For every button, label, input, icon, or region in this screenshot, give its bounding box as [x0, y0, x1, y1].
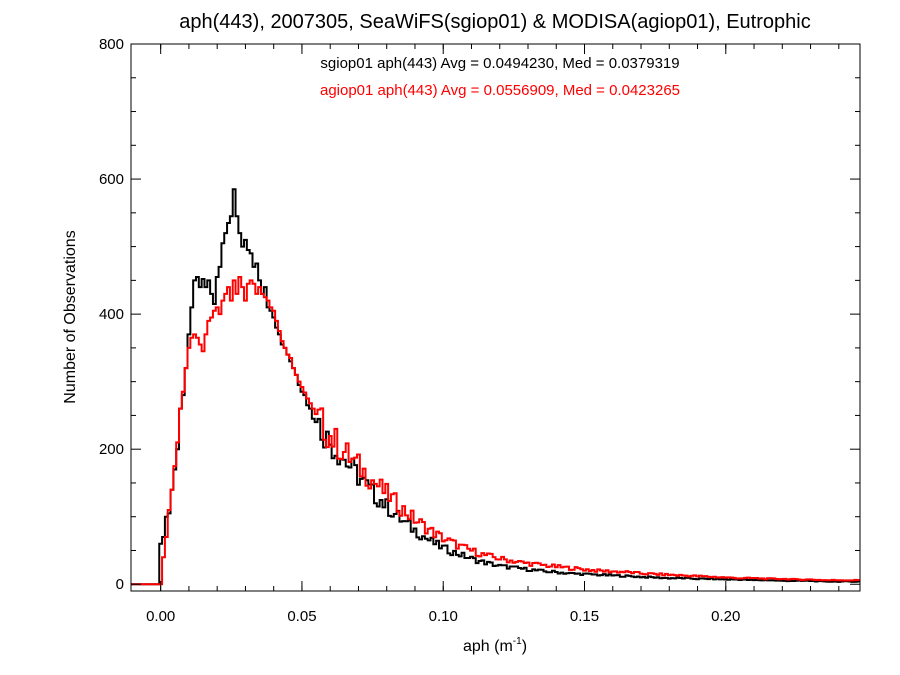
y-axis: 0 200 400 600 800 — [99, 36, 860, 593]
y-tick-label: 200 — [99, 441, 124, 458]
x-tick-label: 0.10 — [429, 608, 458, 625]
series-layer — [131, 188, 860, 586]
x-axis: 0.00 0.05 0.10 0.15 0.20 — [146, 44, 840, 625]
annotation-sgiop01: sgiop01 aph(443) Avg = 0.0494230, Med = … — [320, 55, 679, 72]
series-sgiop01 — [131, 188, 860, 586]
series-agiop01 — [131, 275, 860, 586]
plot-frame — [130, 43, 861, 592]
x-tick-label: 0.05 — [287, 608, 316, 625]
y-tick-label: 800 — [99, 36, 124, 53]
y-tick-label: 600 — [99, 171, 124, 188]
y-tick-label: 0 — [116, 576, 124, 593]
annotation-agiop01: agiop01 aph(443) Avg = 0.0556909, Med = … — [320, 82, 680, 99]
chart-title: aph(443), 2007305, SeaWiFS(sgiop01) & MO… — [179, 11, 810, 33]
x-axis-title-sup: -1 — [513, 636, 522, 647]
x-tick-label: 0.20 — [711, 608, 740, 625]
y-tick-label: 400 — [99, 306, 124, 323]
y-axis-title: Number of Observations — [62, 230, 79, 403]
x-axis-title-main: aph (m — [463, 638, 513, 655]
x-axis-title: aph (m-1) — [463, 636, 527, 655]
x-tick-label: 0.00 — [146, 608, 175, 625]
x-tick-label: 0.15 — [570, 608, 599, 625]
x-axis-title-close: ) — [522, 638, 527, 655]
